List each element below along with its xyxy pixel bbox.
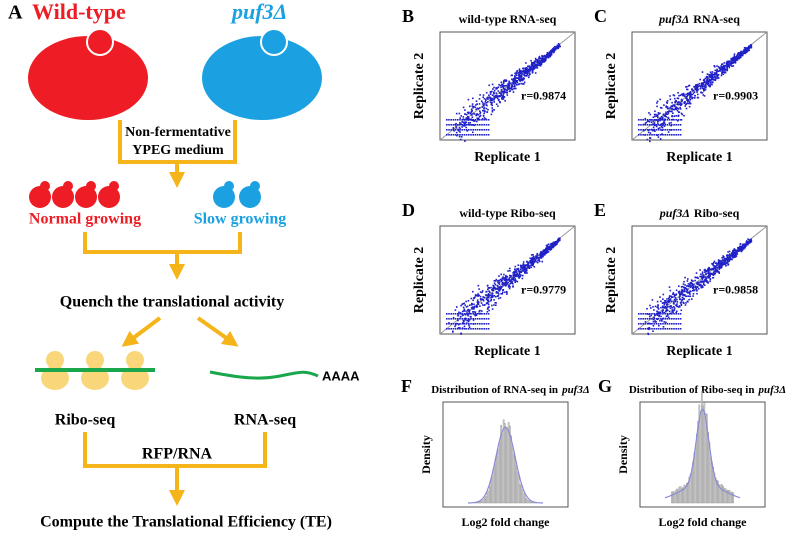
medium-text: Non-fermentative — [125, 125, 231, 140]
cell — [202, 36, 322, 120]
quench-text: Quench the translational activity — [60, 294, 284, 311]
x-axis-label: Replicate 1 — [474, 344, 540, 359]
plot-frame — [631, 225, 768, 335]
y-axis-label: Density — [419, 435, 433, 474]
title-part: puf3Δ — [658, 12, 689, 26]
bud — [86, 28, 114, 56]
hist-bar — [732, 492, 734, 504]
panel-title: Distribution of RNA-seq in puf3Δ — [431, 384, 590, 396]
title-part: Ribo-seq — [694, 206, 740, 220]
point-cloud — [638, 238, 753, 336]
r-value: r=0.9858 — [713, 283, 758, 297]
panel-label: C — [594, 6, 607, 26]
plot-frame — [439, 225, 576, 335]
mrna — [209, 370, 319, 380]
ratio: RFP/RNA — [142, 446, 213, 463]
histogram-panel: G Distribution of Ribo-seq in puf3Δ Log2 fo… — [598, 376, 786, 529]
panel-title: puf3Δ RNA-seq — [658, 12, 740, 26]
panel-label: G — [598, 376, 612, 396]
compute-text: Compute the Translational Efficiency (TE… — [40, 514, 332, 531]
title-part: Distribution of Ribo-seq in — [629, 384, 755, 396]
polya: AAAA — [322, 368, 360, 383]
small-cells — [213, 181, 261, 208]
r-value: r=0.9903 — [713, 89, 758, 103]
panel-title: Distribution of Ribo-seq in puf3Δ — [629, 384, 786, 396]
x-axis-label: Log2 fold change — [658, 515, 747, 529]
x-axis-label: Replicate 1 — [474, 150, 540, 165]
panel-label: A — [8, 2, 23, 24]
medium-text: YPEG medium — [132, 143, 224, 158]
panel-a: A Wild-type puf3Δ Non-fermentative YPEG … — [8, 0, 360, 531]
title-part: puf3Δ — [659, 206, 690, 220]
plot-frame — [442, 401, 569, 508]
x-axis-label: Replicate 1 — [666, 150, 732, 165]
density-curve — [467, 426, 544, 504]
rna-seq: RNA-seq — [234, 412, 296, 429]
panel-label: D — [402, 200, 415, 220]
y-axis-label: Replicate 2 — [604, 247, 619, 313]
slow-growing: Slow growing — [194, 211, 287, 228]
y-axis-label: Replicate 2 — [412, 53, 427, 119]
panel-label: B — [402, 6, 414, 26]
title-part: puf3Δ — [561, 384, 590, 396]
point-cloud — [446, 237, 561, 335]
r-value: r=0.9874 — [521, 89, 566, 103]
wild-type-label: Wild-type — [32, 0, 126, 24]
title-part: puf3Δ — [757, 384, 786, 396]
y-axis-label: Density — [616, 435, 630, 474]
panel-label: F — [401, 376, 412, 396]
mutant-label: puf3Δ — [230, 0, 287, 24]
density-curve — [664, 408, 741, 499]
panel-title: puf3Δ Ribo-seq — [659, 206, 740, 220]
flow-lines — [83, 120, 267, 506]
histogram-panel: F Distribution of RNA-seq in puf3Δ Log2 fol… — [401, 376, 590, 529]
cell — [28, 36, 148, 120]
ribo-seq: Ribo-seq — [55, 412, 116, 429]
r-value: r=0.9779 — [521, 283, 566, 297]
plot-frame — [631, 31, 768, 141]
title-part: RNA-seq — [693, 12, 740, 26]
point-cloud — [638, 44, 753, 143]
x-axis-label: Replicate 1 — [666, 344, 732, 359]
panel-label: E — [594, 200, 606, 220]
title-part: wild-type RNA-seq — [459, 12, 557, 26]
title-part: wild-type Ribo-seq — [459, 206, 556, 220]
x-axis-label: Log2 fold change — [461, 515, 550, 529]
ribosomes — [35, 351, 155, 390]
bud — [260, 28, 288, 56]
panel-title: wild-type RNA-seq — [459, 12, 557, 26]
normal-growing: Normal growing — [29, 211, 141, 228]
y-axis-label: Replicate 2 — [412, 247, 427, 313]
title-part: Distribution of RNA-seq in — [431, 384, 558, 396]
y-axis-label: Replicate 2 — [604, 53, 619, 119]
small-cells — [29, 181, 120, 208]
plot-frame — [439, 31, 576, 141]
point-cloud — [446, 43, 561, 142]
panel-title: wild-type Ribo-seq — [459, 206, 556, 220]
